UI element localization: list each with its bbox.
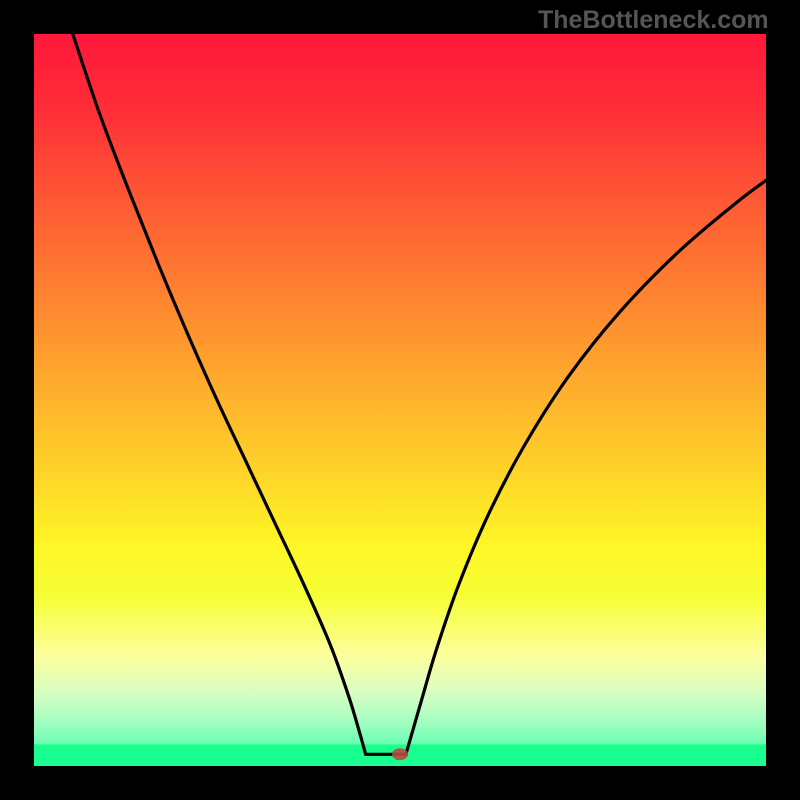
chart-root	[34, 34, 766, 766]
gradient-background	[34, 34, 766, 766]
bottleneck-marker	[392, 748, 408, 760]
watermark-text: TheBottleneck.com	[538, 6, 769, 35]
chart-svg	[34, 34, 766, 766]
